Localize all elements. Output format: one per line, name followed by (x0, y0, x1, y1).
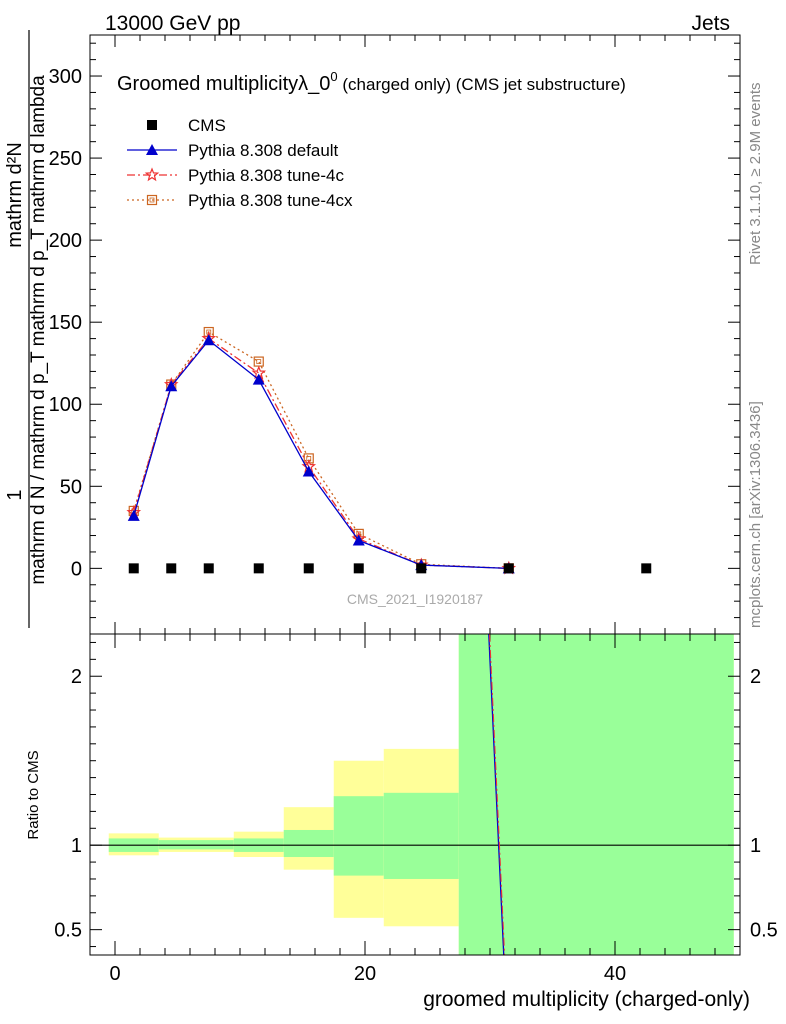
x-tick-label: 20 (354, 963, 376, 985)
y-tick-label: 50 (60, 476, 82, 498)
ratio-panel: 0.5 0.51 12 20 20 40 (54, 633, 778, 985)
analysis-tag: CMS_2021_I1920187 (347, 591, 483, 607)
y-tick-label: 300 (49, 66, 82, 88)
y-tick-label: 0 (71, 558, 82, 580)
y-tick-label: 150 (49, 312, 82, 334)
data-point (416, 563, 427, 574)
data-point (302, 465, 315, 477)
legend-label: Pythia 8.308 tune-4c (188, 166, 344, 185)
header-process: Jets (691, 12, 730, 35)
uncertainty-band-green (458, 634, 734, 955)
ratio-y-tick-label: 1 (71, 835, 82, 857)
legend: CMS Pythia 8.308 default Pythia 8.308 tune… (127, 116, 353, 210)
y-tick-label: 250 (49, 148, 82, 170)
data-point (641, 563, 652, 574)
x-axis-label: groomed multiplicity (charged-only) (423, 988, 750, 1011)
data-point (146, 144, 158, 155)
uncertainty-band-green (383, 792, 459, 879)
x-tick-label: 40 (604, 963, 626, 985)
ratio-y-tick-label: 2 (750, 666, 761, 688)
series-line (133, 331, 509, 570)
data-point (202, 334, 215, 346)
main-y-label: 1 mathrm d²N mathrm d N / mathrm d p_T m… (4, 30, 49, 628)
data-point (166, 563, 177, 574)
legend-label: Pythia 8.308 tune-4cx (188, 191, 353, 210)
data-point (147, 120, 157, 130)
data-point (144, 167, 160, 182)
data-point (146, 194, 158, 206)
data-point (165, 380, 178, 392)
data-point (128, 563, 139, 574)
ratio-line-tune-4c (489, 633, 506, 956)
y-tick-label: 200 (49, 230, 82, 252)
series-line (133, 339, 509, 570)
chart-title: Groomed multiplicityλ_00 (charged only) … (117, 69, 626, 95)
y-label-numerator: mathrm d²N (4, 142, 26, 248)
data-point (503, 563, 514, 574)
uncertainty-band-green (283, 829, 334, 858)
y-tick-label: 100 (49, 394, 82, 416)
y-label-denominator: mathrm d N / mathrm d p_T mathrm d p_T m… (28, 75, 49, 585)
data-point (303, 563, 314, 574)
legend-label: Pythia 8.308 default (188, 141, 339, 160)
ratio-line-default (488, 633, 505, 956)
data-point (303, 453, 314, 464)
ratio-y-tick-label: 0.5 (750, 920, 778, 942)
ratio-y-label: Ratio to CMS (25, 750, 42, 839)
main-panel: 0 50 100 150 200 250 300 Groomed multiplicityλ… (49, 34, 741, 635)
data-point (353, 563, 364, 574)
data-point (252, 373, 265, 385)
series-line (133, 337, 509, 570)
data-point (149, 197, 155, 203)
y-label-prefix: 1 (4, 489, 26, 500)
legend-label: CMS (188, 116, 226, 135)
chart-title-sup: 0 (330, 69, 337, 84)
chart-title-main: Groomed multiplicityλ_0 (117, 73, 330, 95)
ratio-y-tick-label: 1 (750, 835, 761, 857)
ratio-y-tick-label: 2 (71, 666, 82, 688)
chart-title-rest: (charged only) (CMS jet substructure) (338, 75, 626, 94)
data-point (203, 563, 214, 574)
mcplots-label: mcplots.cern.ch [arXiv:1306.3436] (747, 401, 764, 628)
uncertainty-band-green (333, 796, 384, 876)
data-point (256, 359, 262, 364)
data-point (127, 509, 140, 521)
ratio-frame (89, 633, 741, 956)
data-point (253, 563, 264, 574)
header-energy: 13000 GeV pp (105, 12, 240, 35)
rivet-label: Rivet 3.1.10, ≥ 2.9M events (747, 83, 764, 266)
data-point (352, 534, 365, 546)
data-point (253, 356, 264, 367)
x-tick-label: 0 (109, 963, 120, 985)
ratio-y-tick-label: 0.5 (54, 920, 82, 942)
